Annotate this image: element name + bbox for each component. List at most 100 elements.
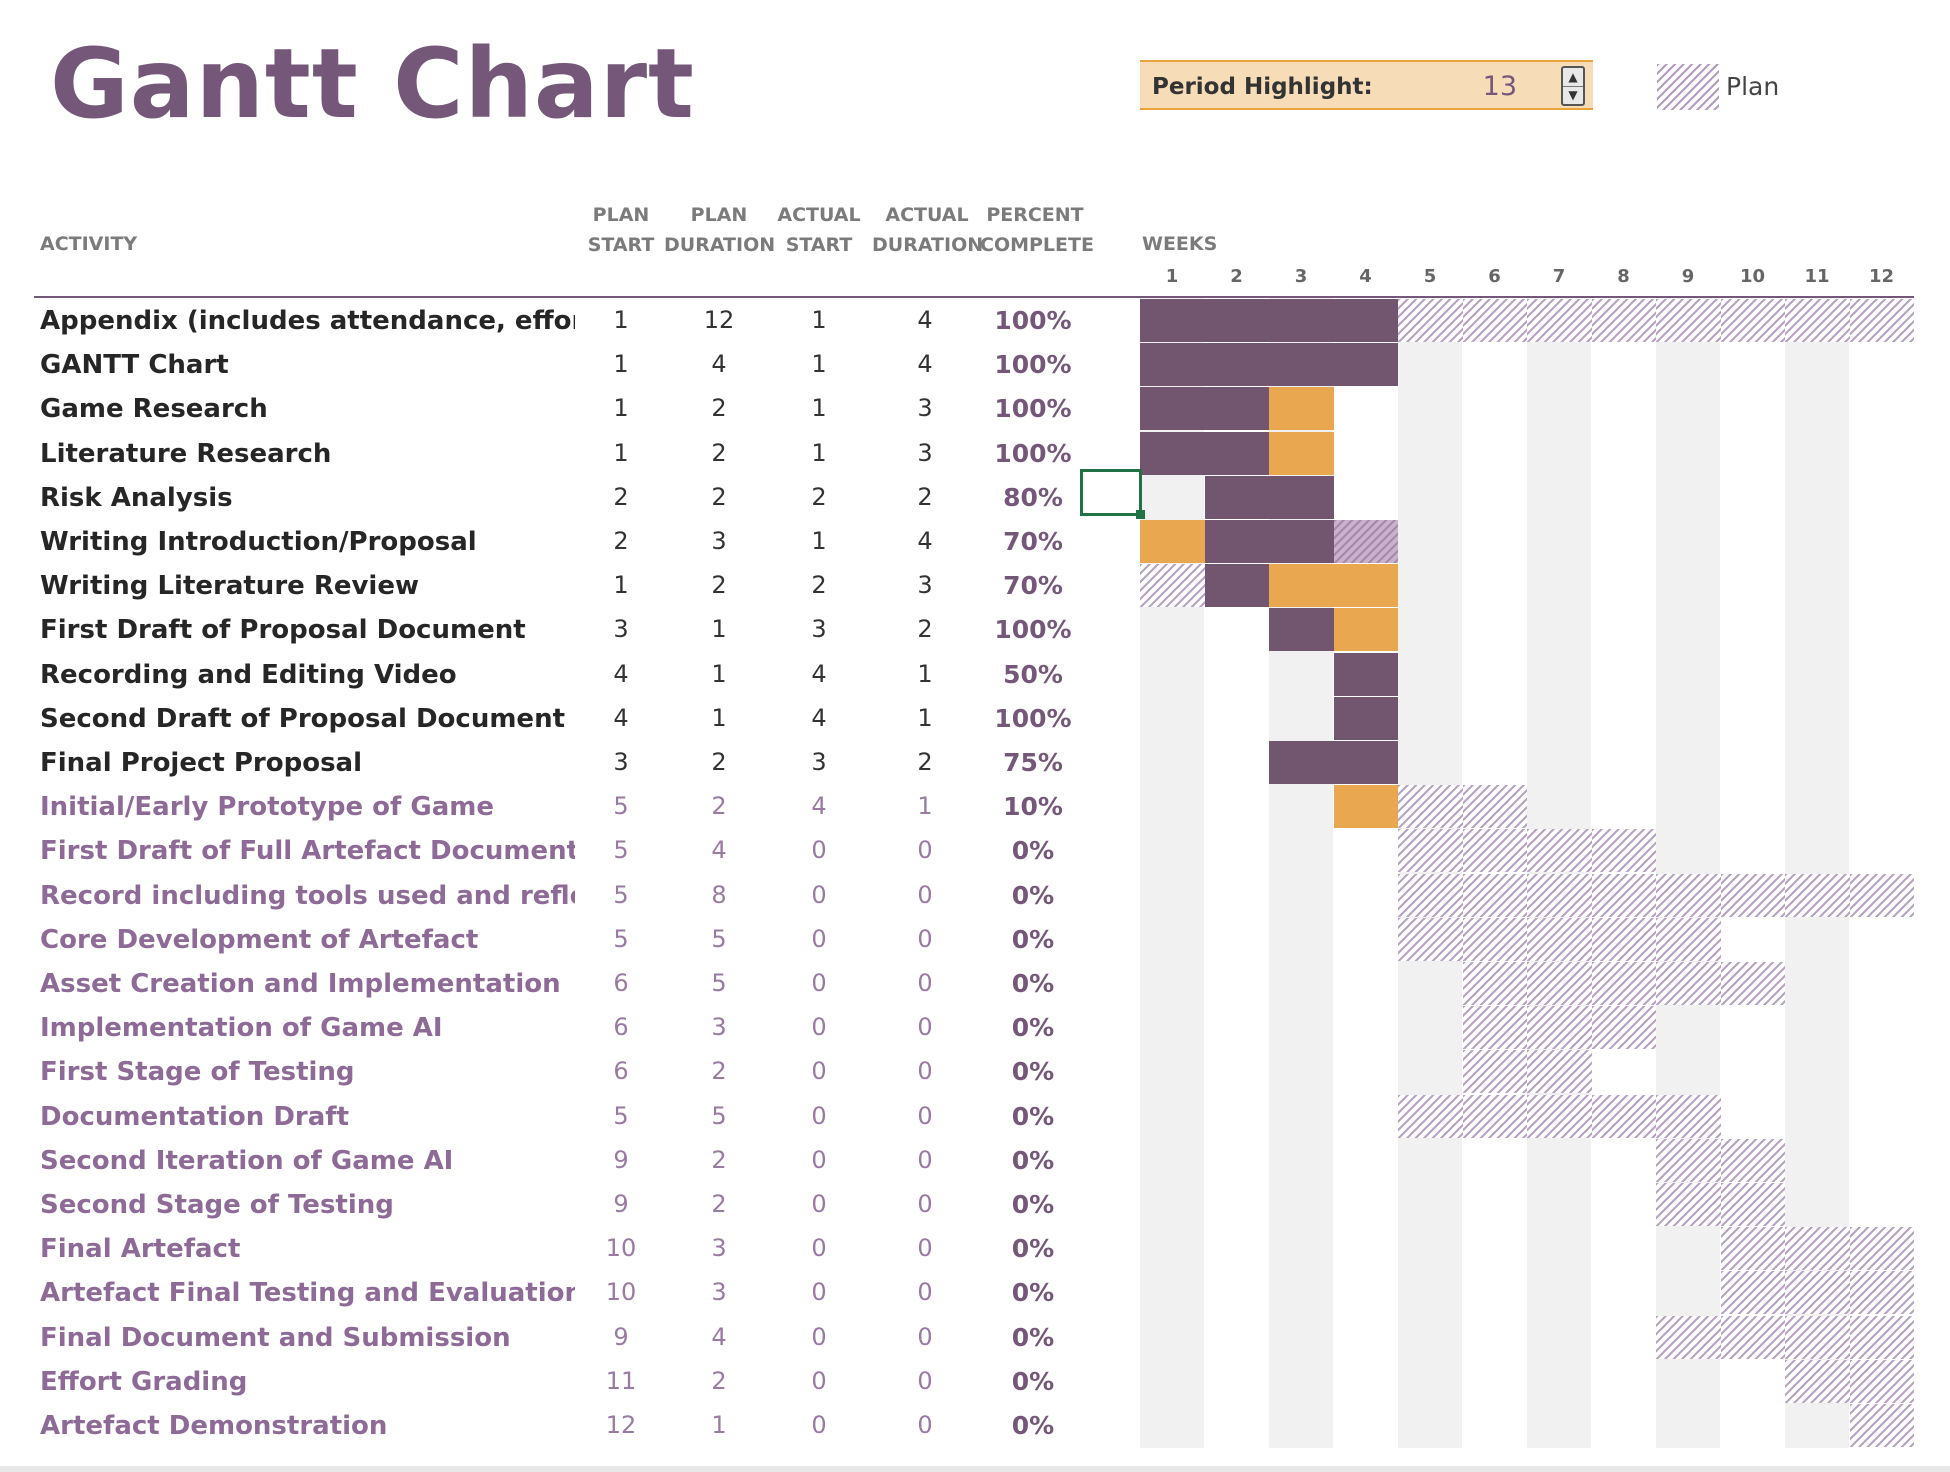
plan-duration-cell[interactable]: 3 <box>711 1013 727 1042</box>
activity-name[interactable]: GANTT Chart <box>40 350 229 381</box>
actual-duration-cell[interactable]: 1 <box>917 703 933 732</box>
activity-name[interactable]: First Draft of Proposal Document <box>40 615 526 646</box>
actual-start-cell[interactable]: 0 <box>811 1278 827 1307</box>
plan-start-cell[interactable]: 1 <box>613 571 629 600</box>
percent-complete-cell[interactable]: 0% <box>1011 1322 1055 1352</box>
plan-start-cell[interactable]: 2 <box>613 482 629 511</box>
actual-duration-cell[interactable]: 3 <box>917 571 933 600</box>
percent-complete-cell[interactable]: 0% <box>1011 1145 1055 1175</box>
plan-start-cell[interactable]: 6 <box>613 969 629 997</box>
activity-name[interactable]: Writing Literature Review <box>40 571 419 602</box>
actual-start-cell[interactable]: 0 <box>811 1411 827 1439</box>
plan-duration-cell[interactable]: 2 <box>711 792 727 821</box>
actual-duration-cell[interactable]: 4 <box>917 306 933 334</box>
fill-handle[interactable] <box>1136 510 1145 519</box>
plan-duration-cell[interactable]: 5 <box>711 1101 727 1130</box>
percent-complete-cell[interactable]: 0% <box>1011 1101 1055 1131</box>
activity-name[interactable]: Recording and Editing Video <box>40 659 457 690</box>
actual-start-cell[interactable]: 3 <box>811 748 827 776</box>
actual-start-cell[interactable]: 1 <box>811 394 827 423</box>
selected-cell[interactable] <box>1080 469 1142 516</box>
plan-start-cell[interactable]: 9 <box>613 1322 629 1351</box>
activity-name[interactable]: Final Project Proposal <box>40 748 363 778</box>
plan-duration-cell[interactable]: 4 <box>711 836 727 865</box>
activity-name[interactable]: Asset Creation and Implementation <box>40 969 561 999</box>
percent-complete-cell[interactable]: 80% <box>1003 482 1063 512</box>
period-highlight-value[interactable]: 13 <box>1482 71 1517 102</box>
actual-duration-cell[interactable]: 0 <box>917 1278 933 1307</box>
plan-start-cell[interactable]: 1 <box>613 306 629 334</box>
plan-duration-cell[interactable]: 12 <box>703 306 735 334</box>
activity-name[interactable]: Artefact Final Testing and Evaluation <box>40 1278 575 1309</box>
plan-duration-cell[interactable]: 5 <box>711 924 727 953</box>
plan-start-cell[interactable]: 5 <box>613 1101 629 1130</box>
actual-start-cell[interactable]: 2 <box>811 482 827 511</box>
percent-complete-cell[interactable]: 0% <box>1011 880 1055 910</box>
activity-name[interactable]: Effort Grading <box>40 1366 248 1397</box>
plan-duration-cell[interactable]: 2 <box>711 482 727 511</box>
plan-start-cell[interactable]: 9 <box>613 1190 629 1218</box>
plan-start-cell[interactable]: 1 <box>613 350 629 379</box>
actual-start-cell[interactable]: 0 <box>811 880 827 909</box>
plan-duration-cell[interactable]: 2 <box>711 438 727 467</box>
percent-complete-cell[interactable]: 70% <box>1003 571 1063 601</box>
plan-start-cell[interactable]: 6 <box>613 1057 629 1086</box>
percent-complete-cell[interactable]: 0% <box>1011 1278 1055 1308</box>
percent-complete-cell[interactable]: 10% <box>1003 792 1063 822</box>
actual-duration-cell[interactable]: 2 <box>917 615 933 644</box>
activity-name[interactable]: First Draft of Full Artefact Documentati… <box>40 836 575 867</box>
percent-complete-cell[interactable]: 0% <box>1011 1366 1055 1396</box>
period-spinner[interactable]: ▲ ▼ <box>1561 66 1585 106</box>
actual-start-cell[interactable]: 0 <box>811 969 827 997</box>
plan-duration-cell[interactable]: 3 <box>711 527 727 555</box>
activity-name[interactable]: Final Artefact <box>40 1234 241 1265</box>
plan-duration-cell[interactable]: 2 <box>711 394 727 423</box>
plan-start-cell[interactable]: 6 <box>613 1013 629 1042</box>
percent-complete-cell[interactable]: 0% <box>1011 924 1055 954</box>
plan-start-cell[interactable]: 2 <box>613 527 629 555</box>
actual-duration-cell[interactable]: 0 <box>917 836 933 865</box>
activity-name[interactable]: Core Development of Artefact <box>40 924 479 955</box>
plan-duration-cell[interactable]: 5 <box>711 969 727 997</box>
activity-name[interactable]: Game Research <box>40 394 268 425</box>
plan-start-cell[interactable]: 5 <box>613 836 629 865</box>
percent-complete-cell[interactable]: 0% <box>1011 1013 1055 1043</box>
actual-start-cell[interactable]: 2 <box>811 571 827 600</box>
actual-duration-cell[interactable]: 0 <box>917 1145 933 1174</box>
percent-complete-cell[interactable]: 0% <box>1011 969 1055 998</box>
plan-duration-cell[interactable]: 2 <box>711 1057 727 1086</box>
percent-complete-cell[interactable]: 0% <box>1011 1234 1055 1264</box>
actual-start-cell[interactable]: 1 <box>811 438 827 467</box>
actual-start-cell[interactable]: 0 <box>811 1013 827 1042</box>
activity-name[interactable]: Documentation Draft <box>40 1101 350 1132</box>
actual-duration-cell[interactable]: 0 <box>917 1411 933 1439</box>
actual-duration-cell[interactable]: 0 <box>917 1101 933 1130</box>
actual-start-cell[interactable]: 4 <box>811 703 827 732</box>
actual-start-cell[interactable]: 1 <box>811 306 827 334</box>
plan-start-cell[interactable]: 4 <box>613 659 629 688</box>
plan-duration-cell[interactable]: 2 <box>711 1145 727 1174</box>
actual-start-cell[interactable]: 1 <box>811 350 827 379</box>
actual-start-cell[interactable]: 0 <box>811 924 827 953</box>
activity-name[interactable]: Literature Research <box>40 438 332 469</box>
activity-name[interactable]: Risk Analysis <box>40 482 233 513</box>
plan-start-cell[interactable]: 10 <box>605 1234 637 1263</box>
activity-name[interactable]: Appendix (includes attendance, effort) <box>40 306 575 336</box>
plan-duration-cell[interactable]: 1 <box>711 615 727 644</box>
activity-name[interactable]: Initial/Early Prototype of Game <box>40 792 494 823</box>
actual-duration-cell[interactable]: 0 <box>917 1190 933 1218</box>
percent-complete-cell[interactable]: 0% <box>1011 1057 1055 1087</box>
actual-duration-cell[interactable]: 1 <box>917 659 933 688</box>
percent-complete-cell[interactable]: 75% <box>1003 748 1063 777</box>
plan-duration-cell[interactable]: 2 <box>711 1190 727 1218</box>
actual-start-cell[interactable]: 0 <box>811 1234 827 1263</box>
actual-duration-cell[interactable]: 1 <box>917 792 933 821</box>
actual-start-cell[interactable]: 0 <box>811 1366 827 1395</box>
actual-start-cell[interactable]: 0 <box>811 836 827 865</box>
plan-duration-cell[interactable]: 3 <box>711 1278 727 1307</box>
actual-duration-cell[interactable]: 0 <box>917 1057 933 1086</box>
plan-start-cell[interactable]: 11 <box>605 1366 637 1395</box>
actual-duration-cell[interactable]: 2 <box>917 748 933 776</box>
activity-name[interactable]: Writing Introduction/Proposal <box>40 527 477 557</box>
activity-name[interactable]: Second Stage of Testing <box>40 1190 394 1220</box>
